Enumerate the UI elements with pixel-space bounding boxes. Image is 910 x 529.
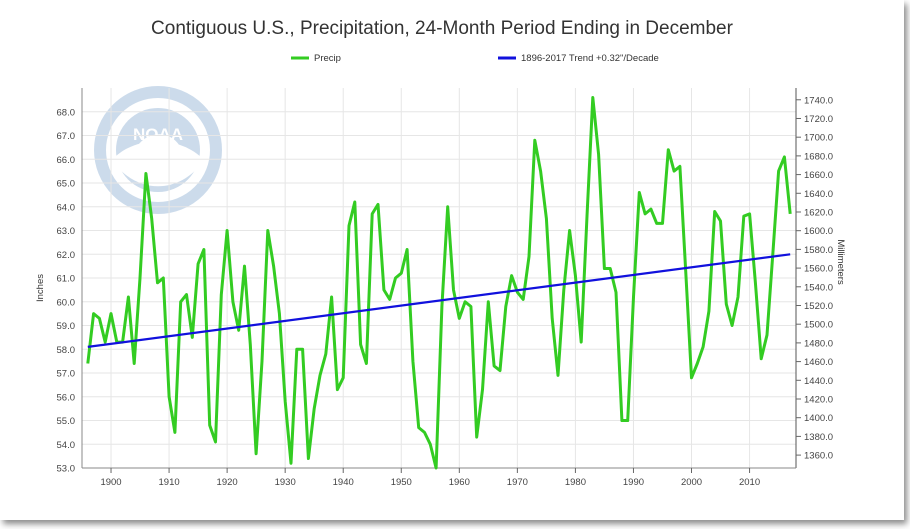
y-tick-label: 66.0 — [57, 155, 76, 166]
legend-label-trend: 1896-2017 Trend +0.32"/Decade — [521, 53, 659, 64]
x-axis-ticks: 1900 1910 1920 1930 1940 1950 1960 1970 1980 1990… — [100, 468, 760, 488]
y2-axis-ticks: 1360.0 1380.0 1400.0 1420.0 1440.0 1460.0 1480… — [796, 95, 833, 462]
y2-tick-label: 1500.0 — [804, 320, 833, 331]
chart-title: Contiguous U.S., Precipitation, 24-Month… — [151, 18, 734, 39]
series-line-trend — [87, 253, 791, 348]
y-tick-label: 67.0 — [57, 131, 76, 142]
y2-tick-label: 1560.0 — [804, 264, 833, 275]
x-tick-label: 1940 — [333, 477, 354, 488]
y-tick-label: 53.0 — [57, 464, 76, 475]
y-tick-label: 65.0 — [57, 179, 76, 190]
data-series — [86, 96, 792, 470]
y2-axis-title: Millimeters — [835, 239, 846, 285]
y2-tick-label: 1620.0 — [804, 207, 833, 218]
x-tick-label: 1990 — [623, 477, 644, 488]
x-tick-label: 2010 — [739, 477, 760, 488]
y-axis-ticks: 53.0 54.0 55.0 56.0 57.0 58.0 59.0 60.0 61.0 62.0… — [57, 107, 76, 474]
y2-tick-label: 1580.0 — [804, 245, 833, 256]
y2-tick-label: 1680.0 — [804, 151, 833, 162]
y-tick-label: 63.0 — [57, 226, 76, 237]
y-tick-label: 55.0 — [57, 416, 76, 427]
x-tick-label: 2000 — [681, 477, 702, 488]
y-tick-label: 57.0 — [57, 369, 76, 380]
y2-tick-label: 1700.0 — [804, 133, 833, 144]
y-tick-label: 61.0 — [57, 274, 76, 285]
x-tick-label: 1910 — [159, 477, 180, 488]
y-tick-label: 64.0 — [57, 202, 76, 213]
axes — [81, 88, 797, 469]
x-tick-label: 1930 — [275, 477, 296, 488]
x-tick-label: 1980 — [565, 477, 586, 488]
y2-tick-label: 1420.0 — [804, 394, 833, 405]
y2-tick-label: 1380.0 — [804, 432, 833, 443]
y2-tick-label: 1400.0 — [804, 413, 833, 424]
y-tick-label: 56.0 — [57, 392, 76, 403]
series-line-precip — [86, 96, 792, 470]
y-tick-label: 60.0 — [57, 297, 76, 308]
x-tick-label: 1950 — [391, 477, 412, 488]
y-tick-label: 59.0 — [57, 321, 76, 332]
noaa-logo-watermark: NOAA — [94, 86, 222, 214]
y2-tick-label: 1660.0 — [804, 170, 833, 181]
y-tick-label: 62.0 — [57, 250, 76, 261]
y2-tick-label: 1440.0 — [804, 376, 833, 387]
y2-tick-label: 1360.0 — [804, 451, 833, 462]
x-tick-label: 1960 — [449, 477, 470, 488]
y2-tick-label: 1460.0 — [804, 357, 833, 368]
y-tick-label: 54.0 — [57, 440, 76, 451]
y2-tick-label: 1540.0 — [804, 282, 833, 293]
y2-tick-label: 1720.0 — [804, 114, 833, 125]
y2-tick-label: 1480.0 — [804, 338, 833, 349]
y2-tick-label: 1520.0 — [804, 301, 833, 312]
legend: Precip 1896-2017 Trend +0.32"/Decade — [291, 53, 659, 64]
x-tick-label: 1970 — [507, 477, 528, 488]
svg-text:NOAA: NOAA — [133, 125, 183, 144]
y-tick-label: 68.0 — [57, 107, 76, 118]
y2-tick-label: 1640.0 — [804, 189, 833, 200]
chart-frame: NOAA Contiguous U.S., Precipitation, 24-… — [35, 18, 846, 488]
y-tick-label: 58.0 — [57, 345, 76, 356]
legend-label-precip: Precip — [314, 53, 341, 64]
y-axis-title: Inches — [35, 274, 46, 302]
precipitation-chart: NOAA Contiguous U.S., Precipitation, 24-… — [35, 18, 846, 488]
x-tick-label: 1900 — [100, 477, 121, 488]
x-tick-label: 1920 — [217, 477, 238, 488]
y2-tick-label: 1600.0 — [804, 226, 833, 237]
y2-tick-label: 1740.0 — [804, 95, 833, 106]
